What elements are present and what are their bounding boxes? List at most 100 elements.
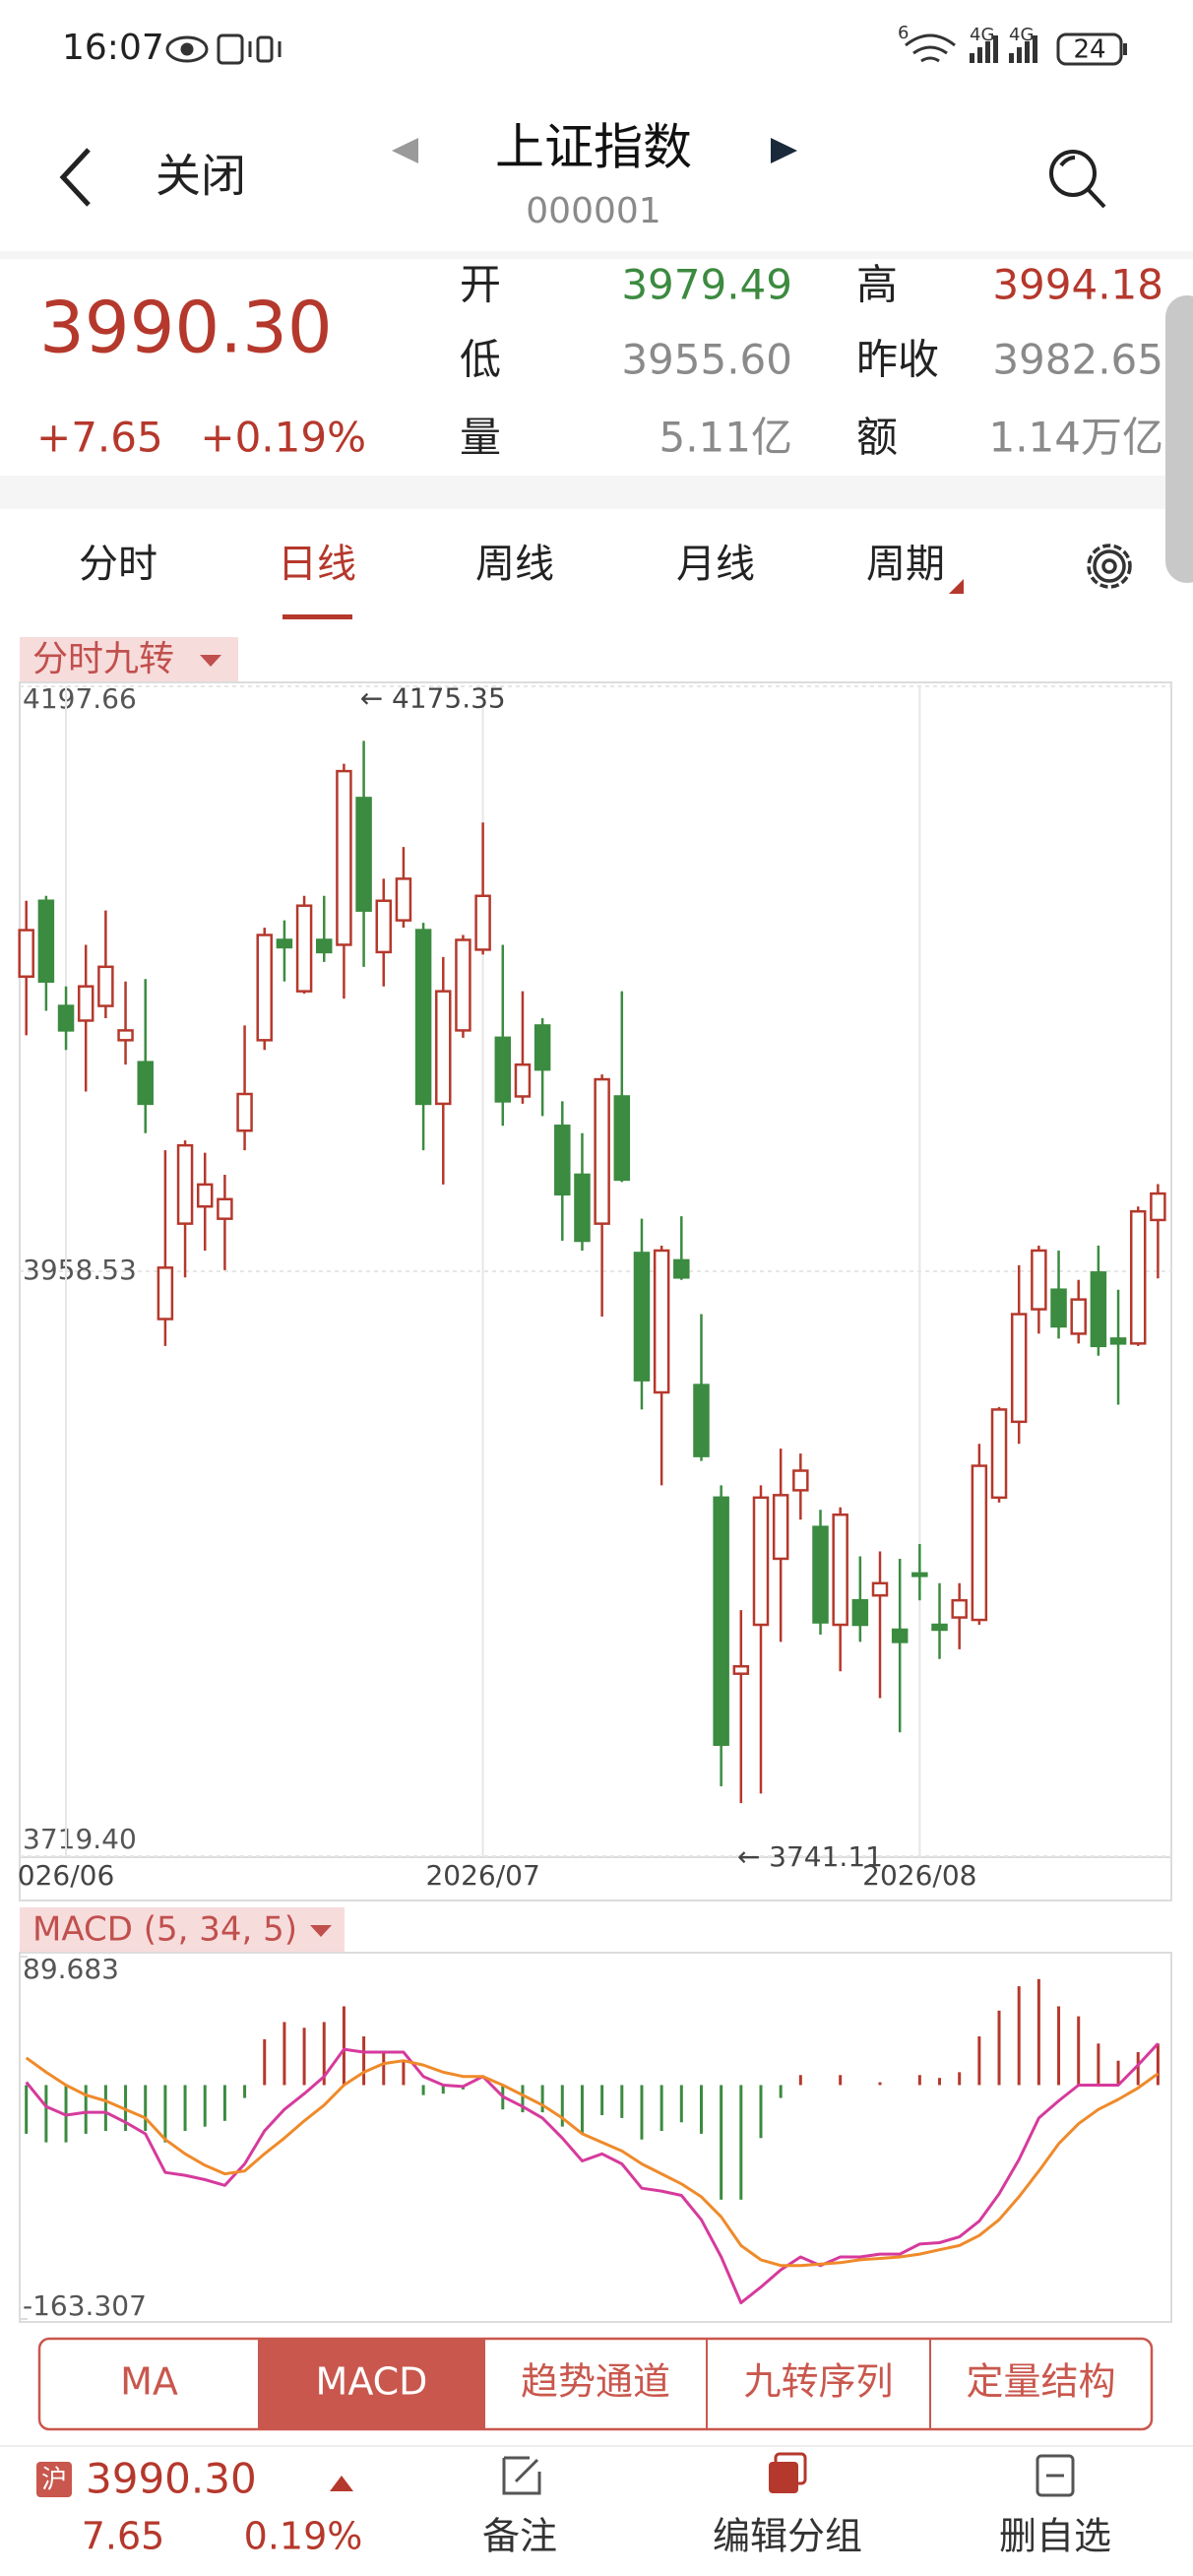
macd-bar xyxy=(342,2006,345,2086)
candle-body xyxy=(276,938,293,949)
macd-bar xyxy=(183,2085,187,2132)
candle-body xyxy=(217,1197,233,1220)
chart-frame xyxy=(19,1952,1172,2323)
macd-bar xyxy=(1136,2051,1140,2086)
footer-action[interactable]: 删自选 xyxy=(999,2515,1111,2558)
period-tab[interactable]: 周期 xyxy=(866,542,945,587)
macd-chart: 89.683 -163.307 xyxy=(20,1953,1160,2322)
candle-body xyxy=(57,1004,75,1032)
field-value: 3994.18 xyxy=(992,261,1163,309)
indicator-button[interactable]: 趋势通道 xyxy=(521,2360,670,2404)
candle-body xyxy=(713,1496,729,1746)
market-label: 沪 xyxy=(41,2466,67,2495)
macd-bar xyxy=(521,2085,525,2113)
battery xyxy=(1056,32,1123,66)
footer-change-pct: 0.19% xyxy=(244,2515,363,2558)
candle-body xyxy=(931,1623,948,1632)
macd-bar xyxy=(263,2038,267,2086)
group-icon[interactable] xyxy=(769,2452,807,2493)
next-arrow[interactable] xyxy=(771,138,797,163)
macd-bar xyxy=(600,2085,604,2115)
field-label: 量 xyxy=(460,414,501,462)
candle-body xyxy=(951,1598,968,1619)
macd-title[interactable]: MACD (5, 34, 5) xyxy=(32,1910,297,1950)
period-tab[interactable]: 周线 xyxy=(475,542,554,587)
candle-body xyxy=(97,965,114,1007)
footer-action[interactable]: 编辑分组 xyxy=(713,2515,862,2558)
prev-arrow[interactable] xyxy=(392,138,418,163)
candle-body xyxy=(673,1258,690,1279)
indicator-tag[interactable] xyxy=(20,637,238,682)
macd-bar xyxy=(720,2085,723,2200)
period-tab[interactable]: 月线 xyxy=(676,542,755,587)
macd-bar xyxy=(699,2085,703,2134)
indicator-tag[interactable] xyxy=(20,1907,345,1953)
field-label: 高 xyxy=(856,261,898,309)
footer-action[interactable]: 备注 xyxy=(482,2515,557,2558)
last-price: 3990.30 xyxy=(39,287,333,369)
x-tick-label: 2026/07 xyxy=(425,1859,539,1892)
macd-bar xyxy=(560,2085,564,2127)
indicator-button[interactable]: MA xyxy=(120,2360,178,2404)
candle-body xyxy=(196,1183,214,1208)
y-tick-label: 89.683 xyxy=(23,1953,119,1985)
close-button[interactable]: 关闭 xyxy=(156,150,246,203)
y-tick-label: 4197.66 xyxy=(23,682,137,715)
macd-bar xyxy=(878,2082,882,2086)
macd-bar xyxy=(779,2085,783,2098)
candle-body xyxy=(812,1525,829,1624)
macd-bar xyxy=(1156,2043,1160,2086)
indicator-tag-label[interactable]: 分时九转 xyxy=(32,639,174,679)
price-change: +7.65 xyxy=(36,414,163,462)
x-tick-label: 2026/08 xyxy=(862,1859,976,1892)
candle-body xyxy=(1129,1209,1147,1345)
dropdown-marker xyxy=(949,579,964,594)
battery-level: 24 xyxy=(1073,35,1105,65)
status-icons xyxy=(165,33,956,65)
period-tab[interactable]: 分时 xyxy=(79,542,157,587)
remove-icon[interactable] xyxy=(1036,2454,1075,2497)
macd-bar xyxy=(917,2075,921,2086)
candle-body xyxy=(772,1494,789,1561)
macd-bar xyxy=(640,2085,644,2140)
candle-body xyxy=(633,1252,651,1382)
x-tick-label: 026/06 xyxy=(18,1859,115,1892)
macd-bar xyxy=(44,2085,48,2143)
field-label: 开 xyxy=(460,261,501,309)
settings-icon[interactable] xyxy=(1087,544,1132,589)
candle-body xyxy=(455,938,471,1032)
candle-body xyxy=(295,904,313,993)
candle-body xyxy=(891,1628,909,1643)
candle-body xyxy=(176,1143,194,1225)
signal-bars xyxy=(970,35,1037,63)
indicator-button[interactable]: MACD xyxy=(316,2360,428,2404)
macd-bar xyxy=(144,2085,148,2132)
candle-body xyxy=(77,985,94,1022)
candle-body xyxy=(792,1469,809,1492)
footer-change: 7.65 xyxy=(82,2515,165,2558)
candle-body xyxy=(236,1092,253,1132)
candle-body xyxy=(871,1581,889,1597)
indicator-button[interactable]: 定量结构 xyxy=(966,2360,1115,2404)
search-icon[interactable] xyxy=(1049,150,1106,209)
macd-bar xyxy=(958,2072,962,2086)
period-tab[interactable]: 日线 xyxy=(278,542,356,587)
chart-frame xyxy=(19,681,1172,1901)
candle-body xyxy=(1031,1249,1047,1311)
macd-bar xyxy=(362,2035,366,2086)
candle-body xyxy=(911,1572,928,1578)
side-handle[interactable] xyxy=(1165,295,1193,583)
candle-body xyxy=(514,1063,532,1098)
quote-fields: 开 3979.49 高 3994.18 低 3955.60 昨收 3982.65 量 5.11亿 额… xyxy=(460,261,1163,462)
macd-bar xyxy=(441,2085,445,2094)
macd-bar xyxy=(382,2051,386,2086)
macd-bar xyxy=(1036,1978,1040,2086)
indicator-button[interactable]: 九转序列 xyxy=(743,2360,893,2404)
note-icon[interactable] xyxy=(502,2456,541,2495)
candle-body xyxy=(1150,1191,1166,1222)
macd-bar xyxy=(1017,1986,1021,2086)
candle-body xyxy=(534,1024,551,1071)
back-arrow[interactable] xyxy=(59,148,91,207)
stock-code: 000001 xyxy=(526,191,660,231)
